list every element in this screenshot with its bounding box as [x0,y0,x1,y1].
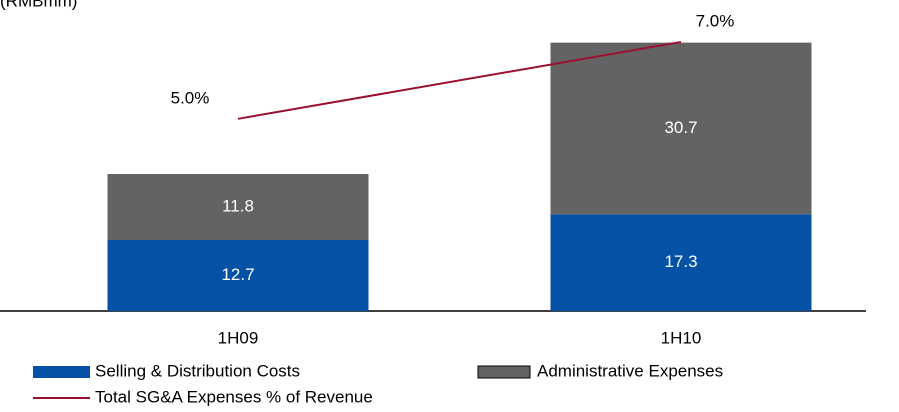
bar-segment [107,239,369,311]
chart-title: (RMBmm) [0,0,77,10]
line [237,40,682,120]
data-label: 11.8 [222,196,254,215]
bar-segment [550,214,812,311]
data-label: 12.7 [221,265,254,284]
data-label: 30.7 [664,118,697,137]
legend-label: Selling & Distribution Costs [95,361,300,380]
bar-segment [107,174,369,240]
x-tick-label: 1H10 [661,328,702,347]
data-label: 17.3 [664,252,697,271]
line-label: 5.0% [171,88,210,107]
line-label: 7.0% [696,11,735,30]
legend-label: Administrative Expenses [537,361,723,380]
x-tick-label: 1H09 [218,328,259,347]
bar-segment [550,42,812,215]
legend-swatch [477,365,531,379]
legend-label: Total SG&A Expenses % of Revenue [95,387,373,406]
legend-swatch [33,366,90,378]
